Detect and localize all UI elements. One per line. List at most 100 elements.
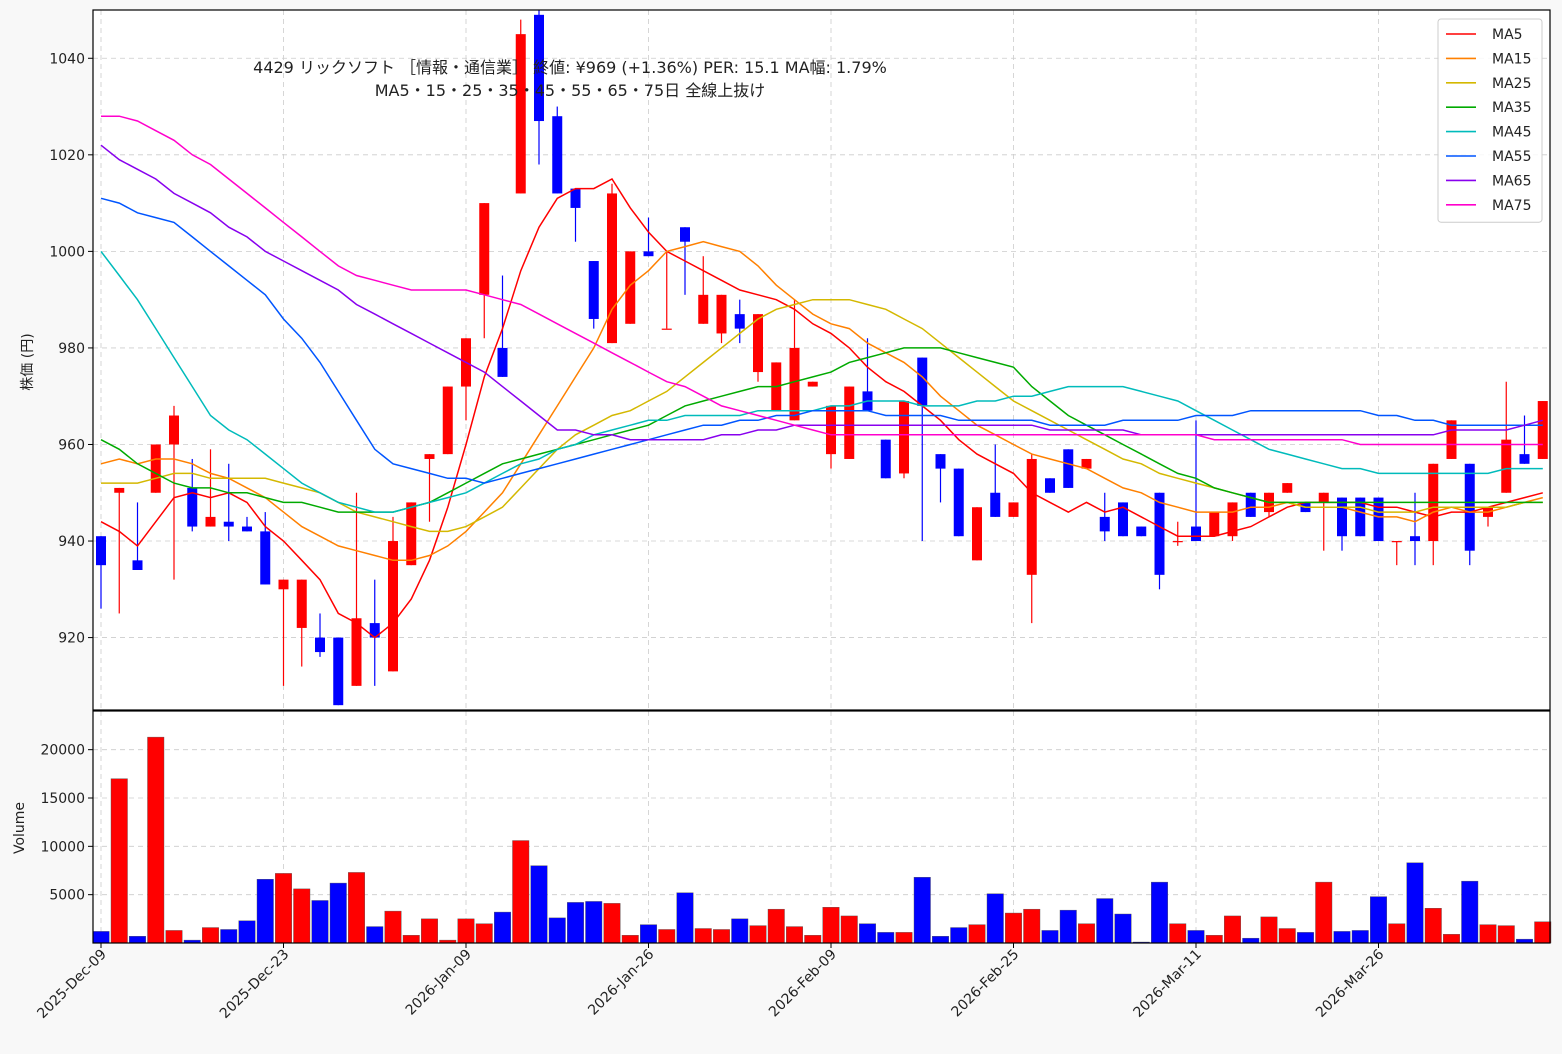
ma-line-ma35 [100,347,1543,513]
candle-body [351,618,362,686]
ma-line-ma55 [100,197,1543,484]
volume-bar [1424,908,1442,944]
candle-body [698,294,709,324]
volume-bar [767,908,785,944]
price-y-tick-label: 980 [58,341,85,357]
volume-bar [1370,896,1387,944]
legend-label: MA75 [1492,198,1531,214]
candle-body [844,386,855,459]
candle-body [570,188,581,208]
chart-title: 4429 リックソフト ［情報・通信業］ 終値: ¥969 (+1.36%) P… [253,58,887,77]
candle-body [497,347,508,377]
volume-bar [1479,924,1497,944]
candle-body [1081,458,1092,469]
candle-body [1537,401,1548,459]
candle-body [1209,512,1220,537]
volume-bar [1333,931,1351,944]
volume-bar [895,932,913,944]
candle-body [242,526,252,532]
volume-bar [1224,915,1241,944]
candle-body [1154,492,1165,575]
volume-bar [1187,930,1205,944]
price-y-tick-label: 1040 [49,51,85,67]
candle-body [150,444,161,493]
candle-body [680,227,690,242]
volume-bar [129,936,146,944]
candle-body [880,439,891,479]
candle-body [1008,502,1019,517]
volume-bar [311,900,329,944]
volume-bar [1096,898,1114,944]
candle-body [1519,454,1530,464]
ma-line-ma65 [100,144,1543,441]
volume-bar [621,935,639,944]
candle-body [753,314,763,373]
candle-body [1318,492,1329,503]
candle-body [899,401,909,474]
legend-label: MA45 [1492,125,1531,141]
candle-body [935,454,946,469]
volume-bar [859,923,876,944]
volume-bar [749,925,767,944]
candle-body [406,502,417,566]
volume-bar [585,901,603,944]
volume-bar [950,927,968,944]
volume-bar [238,920,256,944]
volume-bar [293,888,311,944]
volume-bar [1534,921,1552,944]
candle-body [643,251,654,257]
candle-body [1099,516,1110,532]
candle-body [1191,526,1201,542]
chart-subtitle: MA5・15・25・35・45・55・65・75日 全線上抜け [375,81,766,100]
volume-bar [694,928,712,944]
candle-body [1227,502,1238,537]
candle-body [1063,449,1074,488]
volume-bar [1169,923,1187,944]
volume-bar [822,907,840,944]
volume-bar [202,927,219,944]
candle-body [223,521,234,527]
candle-body [187,487,198,527]
volume-panel-frame [92,710,1551,944]
legend-label: MA25 [1492,76,1531,92]
volume-bar [676,892,694,944]
volume-bar [1497,925,1515,944]
candle-body [296,579,307,628]
legend-label: MA35 [1492,100,1531,116]
volume-bar [512,840,530,944]
volume-bar [1151,881,1168,944]
candle-body [114,487,125,493]
candle-body [369,623,380,638]
candle-body [552,116,563,194]
volume-bar [786,926,803,944]
volume-bar [402,935,420,944]
candle-body [1172,541,1183,543]
candle-body [1501,439,1512,493]
candle-body [1410,536,1420,542]
candle-body [1245,492,1256,517]
candle-body [260,531,271,585]
volume-bar [92,931,110,944]
volume-bar [457,918,475,944]
candle-body [1282,483,1293,493]
volume-bar [603,903,621,944]
legend-label: MA65 [1492,173,1531,189]
volume-bar [220,929,238,944]
volume-y-axis-label: Volume [12,802,28,854]
candle-body [333,637,344,706]
volume-bar [1260,916,1278,944]
candle-body [607,193,617,344]
volume-y-tick-label: 20000 [40,743,85,759]
volume-y-tick-label: 10000 [40,839,85,855]
volume-bar [1205,935,1223,944]
volume-bar [147,736,165,944]
candle-body [588,261,599,319]
candle-body [96,536,106,566]
volume-bar [1005,912,1022,944]
volume-bar [1114,913,1132,944]
volume-bar [1059,909,1077,944]
candle-body [716,294,727,334]
volume-y-tick-label: 5000 [49,888,85,904]
volume-y-tick-label: 15000 [40,791,85,807]
volume-bar [877,932,895,944]
